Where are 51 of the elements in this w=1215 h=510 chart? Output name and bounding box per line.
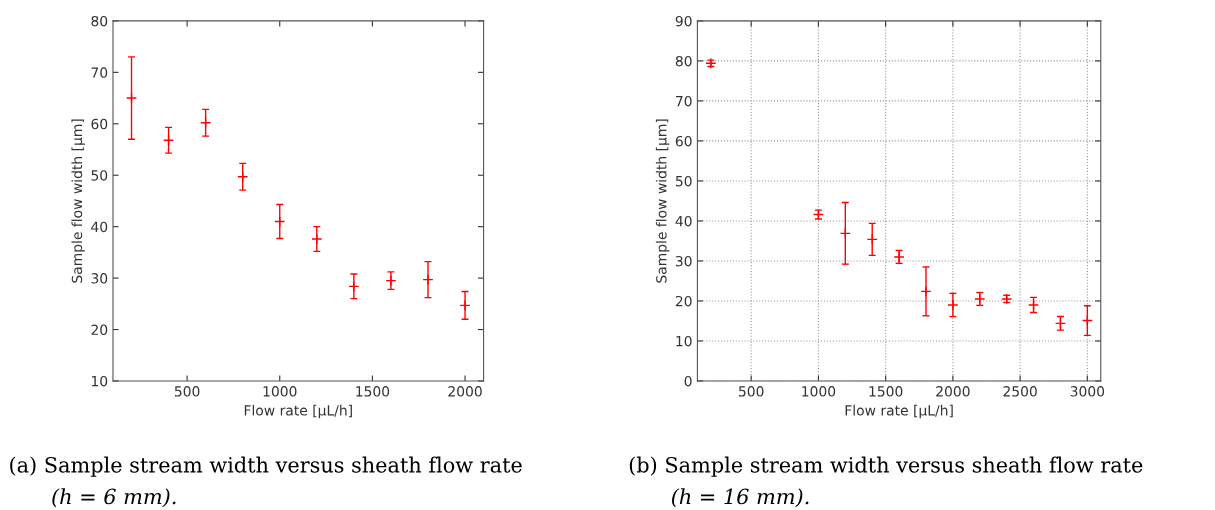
y-tick-label: 50 [91,170,108,181]
y-tick-label: 70 [676,95,692,107]
y-axis-title: Sample flow width [µm] [71,119,85,283]
x-axis-title: Flow rate [µL/h] [845,404,953,419]
y-tick-label: 80 [675,55,692,67]
x-tick-label: 2500 [1003,386,1037,397]
point [274,215,286,228]
point [311,233,323,245]
y-tick-label: 90 [675,15,692,27]
point [839,227,851,239]
point [200,117,212,129]
y-tick-label: 20 [91,324,108,336]
y-tick-label: 30 [675,255,692,267]
text: (b) Sample stream width versus sheath flow rate [629,456,1143,477]
y-tick-label: 30 [91,273,108,284]
y-tick-label: 40 [675,215,692,227]
x-tick-label: 1000 [263,386,297,397]
x-tick-label: 2000 [448,386,482,397]
point [459,299,471,311]
y-tick-label: 40 [91,221,108,233]
x-tick-label: 1500 [356,386,390,397]
x-tick-label: 500 [739,386,764,397]
x-tick-label: 1000 [802,386,836,397]
y-tick-label: 10 [91,375,108,387]
point [920,285,932,297]
y-tick-label: 10 [676,335,692,347]
point [237,171,249,183]
x-tick-label: 500 [174,386,200,397]
x-tick-label: 3000 [1070,386,1105,397]
point [125,92,138,104]
text: (h = 6 mm). [52,488,176,508]
point [348,280,360,292]
y-tick-label: 60 [91,118,108,130]
y-tick-label: 60 [675,135,692,147]
point [422,274,434,286]
x-tick-label: 1500 [869,386,903,397]
x-axis-title: Flow rate [µL/h] [244,404,352,419]
y-tick-label: 80 [91,15,108,27]
text: (a) Sample stream width versus sheath flow rate [10,456,522,477]
y-tick-label: 20 [675,295,692,307]
point [163,134,175,146]
point [1081,315,1093,327]
y-tick-label: 70 [91,67,108,78]
y-tick-label: 0 [684,375,692,387]
point [385,275,397,287]
text: (h = 16 mm). [672,488,809,508]
point [947,299,959,311]
x-tick-label: 2000 [936,386,970,397]
y-axis-title: Sample flow width [µm] [655,119,670,283]
point [866,233,878,245]
y-tick-label: 50 [675,175,692,187]
